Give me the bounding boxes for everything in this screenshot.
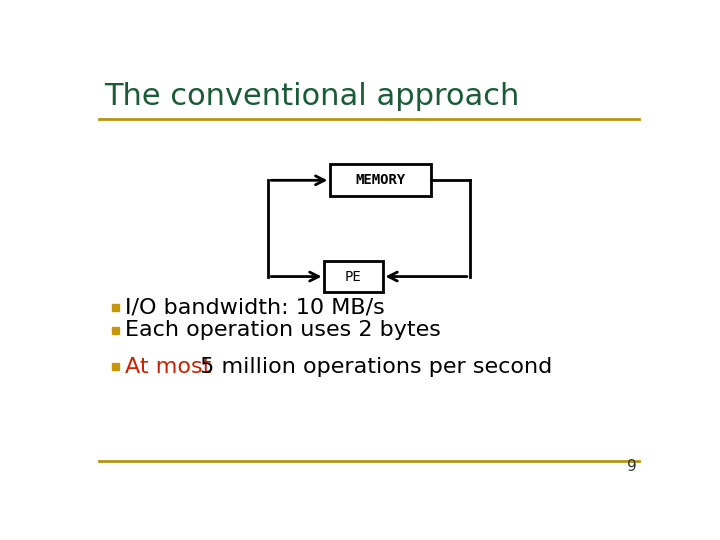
Text: MEMORY: MEMORY [356, 173, 406, 187]
Text: Each operation uses 2 bytes: Each operation uses 2 bytes [125, 320, 441, 340]
Bar [330, 164, 431, 197]
Bar [112, 304, 119, 311]
Bar [112, 327, 119, 334]
Text: I/O bandwidth: 10 MB/s: I/O bandwidth: 10 MB/s [125, 298, 384, 318]
Text: 5 million operations per second: 5 million operations per second [194, 356, 553, 376]
Text: The conventional approach: The conventional approach [104, 82, 519, 111]
Bar [112, 363, 119, 370]
Text: At most: At most [125, 356, 211, 376]
Text: PE: PE [345, 269, 362, 284]
Bar [325, 261, 382, 292]
Text: 9: 9 [626, 460, 636, 475]
